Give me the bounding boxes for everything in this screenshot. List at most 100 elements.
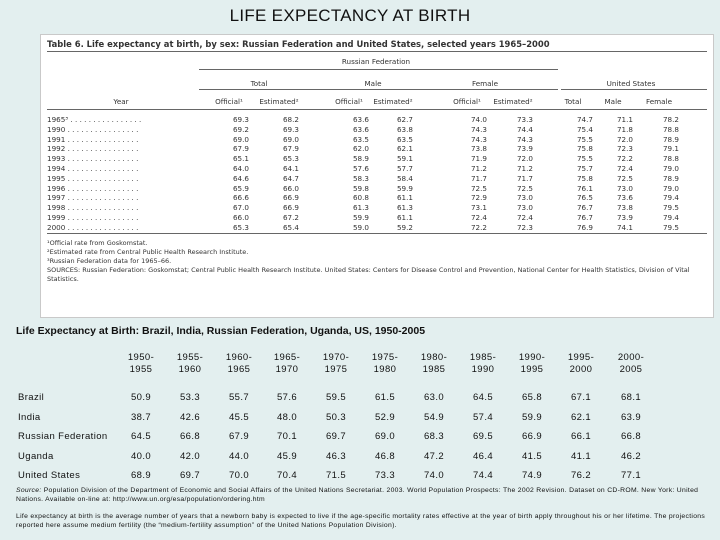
table-6-cell: 79.4 xyxy=(662,213,679,222)
table-6-cell: 57.6 xyxy=(352,164,369,173)
table-6-footnote: ³Russian Federation data for 1965–66. xyxy=(47,257,172,265)
table-6-cell: 76.9 xyxy=(576,222,593,232)
table-cell: 59.9 xyxy=(521,411,543,423)
row-label: India xyxy=(18,411,41,423)
table-cell: 55.7 xyxy=(228,392,250,403)
column-heading: 1955- 1960 xyxy=(165,352,215,376)
column-heading-start: 1965- xyxy=(273,352,301,363)
table-6-year: 2000 . . . . . . . . . . . . . . . . xyxy=(47,222,139,232)
table-6-cell: 73.9 xyxy=(516,144,533,154)
group-russia-heading: Russian Federation xyxy=(341,57,411,66)
table-6-footnote: Statistics. xyxy=(47,275,79,283)
table-cell: 46.4 xyxy=(472,450,494,462)
table-cell: 52.9 xyxy=(374,411,396,423)
table-6-cell: 59.0 xyxy=(352,222,369,232)
table-6-cell: 60.8 xyxy=(352,193,369,203)
table-cell: 63.0 xyxy=(423,392,445,403)
table-6-cell: 61.1 xyxy=(396,213,413,222)
table-cell: 40.0 xyxy=(130,450,152,462)
table-6-row: 1997 . . . . . . . . . . . . . . . . 66.6… xyxy=(47,193,707,203)
column-heading-end: 1955 xyxy=(129,364,153,375)
table-6-cell: 59.2 xyxy=(396,222,413,232)
table-cell: 57.4 xyxy=(472,411,494,423)
table-6-cell: 73.8 xyxy=(616,203,633,213)
table-cell: 69.0 xyxy=(374,431,396,442)
year-column-heading: Year xyxy=(113,97,129,106)
table-6-cell: 66.0 xyxy=(282,183,299,193)
table-6-cell: 73.9 xyxy=(616,213,633,222)
table-6-row: 1993 . . . . . . . . . . . . . . . . 65.1… xyxy=(47,154,707,164)
table-cell: 67.9 xyxy=(228,431,250,442)
table-6-cell: 71.2 xyxy=(470,164,487,173)
column-heading-end: 1975 xyxy=(324,364,348,375)
table-6-cell: 78.8 xyxy=(662,124,679,134)
table-6-cell: 72.2 xyxy=(470,222,487,232)
table-cell: 66.1 xyxy=(570,431,592,442)
table-6-cell: 74.4 xyxy=(516,124,533,134)
table-6-cell: 79.1 xyxy=(662,144,679,154)
table-6-col-heading: Female xyxy=(646,97,672,106)
table-6-row: 1994 . . . . . . . . . . . . . . . . 64.0… xyxy=(47,164,707,174)
table-6-cell: 66.6 xyxy=(232,193,249,203)
table-6-cell: 75.8 xyxy=(576,173,593,183)
table-6-cell: 63.5 xyxy=(396,134,413,144)
table-rule-bottom xyxy=(47,233,707,234)
table-cell: 50.9 xyxy=(130,392,152,403)
table-6-cell: 73.0 xyxy=(616,183,633,193)
table-cell: 76.2 xyxy=(570,470,592,481)
table-row: United States 68.9 69.7 70.0 70.4 71.5 73.3 74.… xyxy=(16,470,716,488)
table-6-col-heading: Total xyxy=(564,97,582,106)
table-cell: 46.2 xyxy=(620,450,642,462)
table-6-cell: 71.8 xyxy=(616,124,633,134)
table-6-cell: 72.3 xyxy=(516,222,533,232)
table-row: India 38.7 42.6 45.5 48.0 50.3 52.9 54.9 57.4 59.… xyxy=(16,412,716,430)
table-cell: 67.1 xyxy=(570,392,592,403)
table-cell: 74.4 xyxy=(472,470,494,481)
table-cell: 69.7 xyxy=(179,470,201,481)
table-6-cell: 75.5 xyxy=(576,154,593,164)
table-cell: 64.5 xyxy=(130,431,152,442)
table-6-cell: 57.7 xyxy=(396,164,413,173)
source-label: Source: xyxy=(16,487,42,494)
sub-male-heading: Male xyxy=(364,79,382,88)
column-heading: 1985- 1990 xyxy=(458,352,508,376)
table-6-year: 1992 . . . . . . . . . . . . . . . . xyxy=(47,144,139,154)
table-6-col-heading: Male xyxy=(604,97,622,106)
column-heading-end: 1995 xyxy=(520,364,544,375)
table-6-cell: 73.3 xyxy=(516,115,533,124)
table-6-cell: 62.0 xyxy=(352,144,369,154)
table-6-cell: 69.3 xyxy=(232,115,249,124)
group-russia-rule xyxy=(199,69,558,70)
table-6-cell: 72.4 xyxy=(616,164,633,173)
table-6-cell: 67.9 xyxy=(282,144,299,154)
table-rule-top xyxy=(47,51,707,52)
table-6-cell: 59.1 xyxy=(396,154,413,164)
table-6-year: 1991 . . . . . . . . . . . . . . . . xyxy=(47,134,139,144)
table-cell: 45.9 xyxy=(276,450,298,462)
table-6-footnote: ²Estimated rate from Central Public Heal… xyxy=(47,248,249,256)
table-6-cell: 76.7 xyxy=(576,213,593,222)
table-cell: 70.4 xyxy=(276,470,298,481)
table-6-year: 1990 . . . . . . . . . . . . . . . . xyxy=(47,124,139,134)
table-cell: 42.6 xyxy=(179,411,201,423)
table-6-cell: 78.2 xyxy=(662,115,679,124)
table-6-cell: 76.5 xyxy=(576,193,593,203)
table-cell: 68.3 xyxy=(423,431,445,442)
row-label: Brazil xyxy=(18,392,45,403)
table-6-cell: 69.2 xyxy=(232,124,249,134)
table-6-cell: 63.6 xyxy=(352,115,369,124)
table-6-cell: 72.4 xyxy=(516,213,533,222)
table-6-cell: 79.0 xyxy=(662,164,679,173)
table-6-cell: 63.5 xyxy=(352,134,369,144)
table-6-year: 1996 . . . . . . . . . . . . . . . . xyxy=(47,183,139,193)
table-6-cell: 71.7 xyxy=(470,173,487,183)
table-cell: 66.8 xyxy=(620,431,642,442)
table-6-cell: 64.1 xyxy=(282,164,299,173)
table-6-year: 1995 . . . . . . . . . . . . . . . . xyxy=(47,173,139,183)
table-cell: 38.7 xyxy=(130,411,152,423)
table-6-cell: 75.4 xyxy=(576,124,593,134)
column-heading: 1950- 1955 xyxy=(116,352,166,376)
table-6-cell: 65.9 xyxy=(232,183,249,193)
table-6-cell: 74.7 xyxy=(576,115,593,124)
column-heading-end: 1960 xyxy=(178,364,202,375)
